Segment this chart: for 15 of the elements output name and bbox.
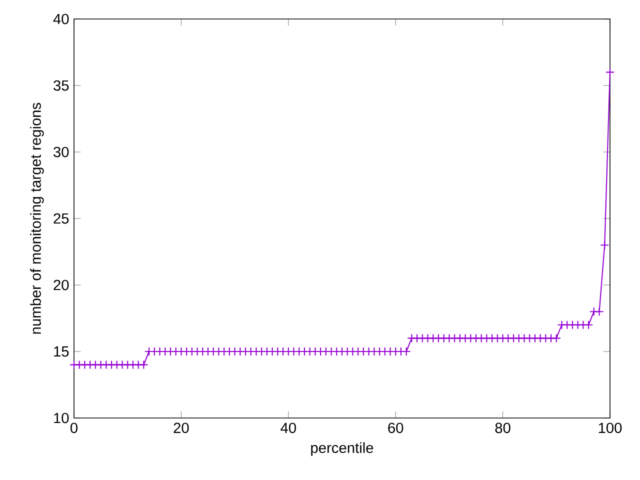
x-tick-label: 100 <box>598 422 622 434</box>
x-tick-label: 40 <box>280 422 296 434</box>
y-tick-label: 15 <box>54 346 69 357</box>
y-tick-label: 10 <box>54 412 69 424</box>
x-tick-label: 0 <box>70 422 78 434</box>
x-tick-label: 60 <box>388 422 404 434</box>
y-tick-label: 40 <box>53 14 69 24</box>
y-axis-title: number of monitoring target regions <box>30 102 44 334</box>
y-tick-label: 25 <box>54 213 69 224</box>
y-tick-label: 35 <box>54 80 69 91</box>
x-tick-label: 80 <box>495 422 510 434</box>
y-tick-label: 30 <box>54 146 69 158</box>
x-axis-title: percentile <box>311 442 374 456</box>
y-tick-label: 20 <box>54 280 69 290</box>
x-tick-label: 20 <box>174 422 189 434</box>
